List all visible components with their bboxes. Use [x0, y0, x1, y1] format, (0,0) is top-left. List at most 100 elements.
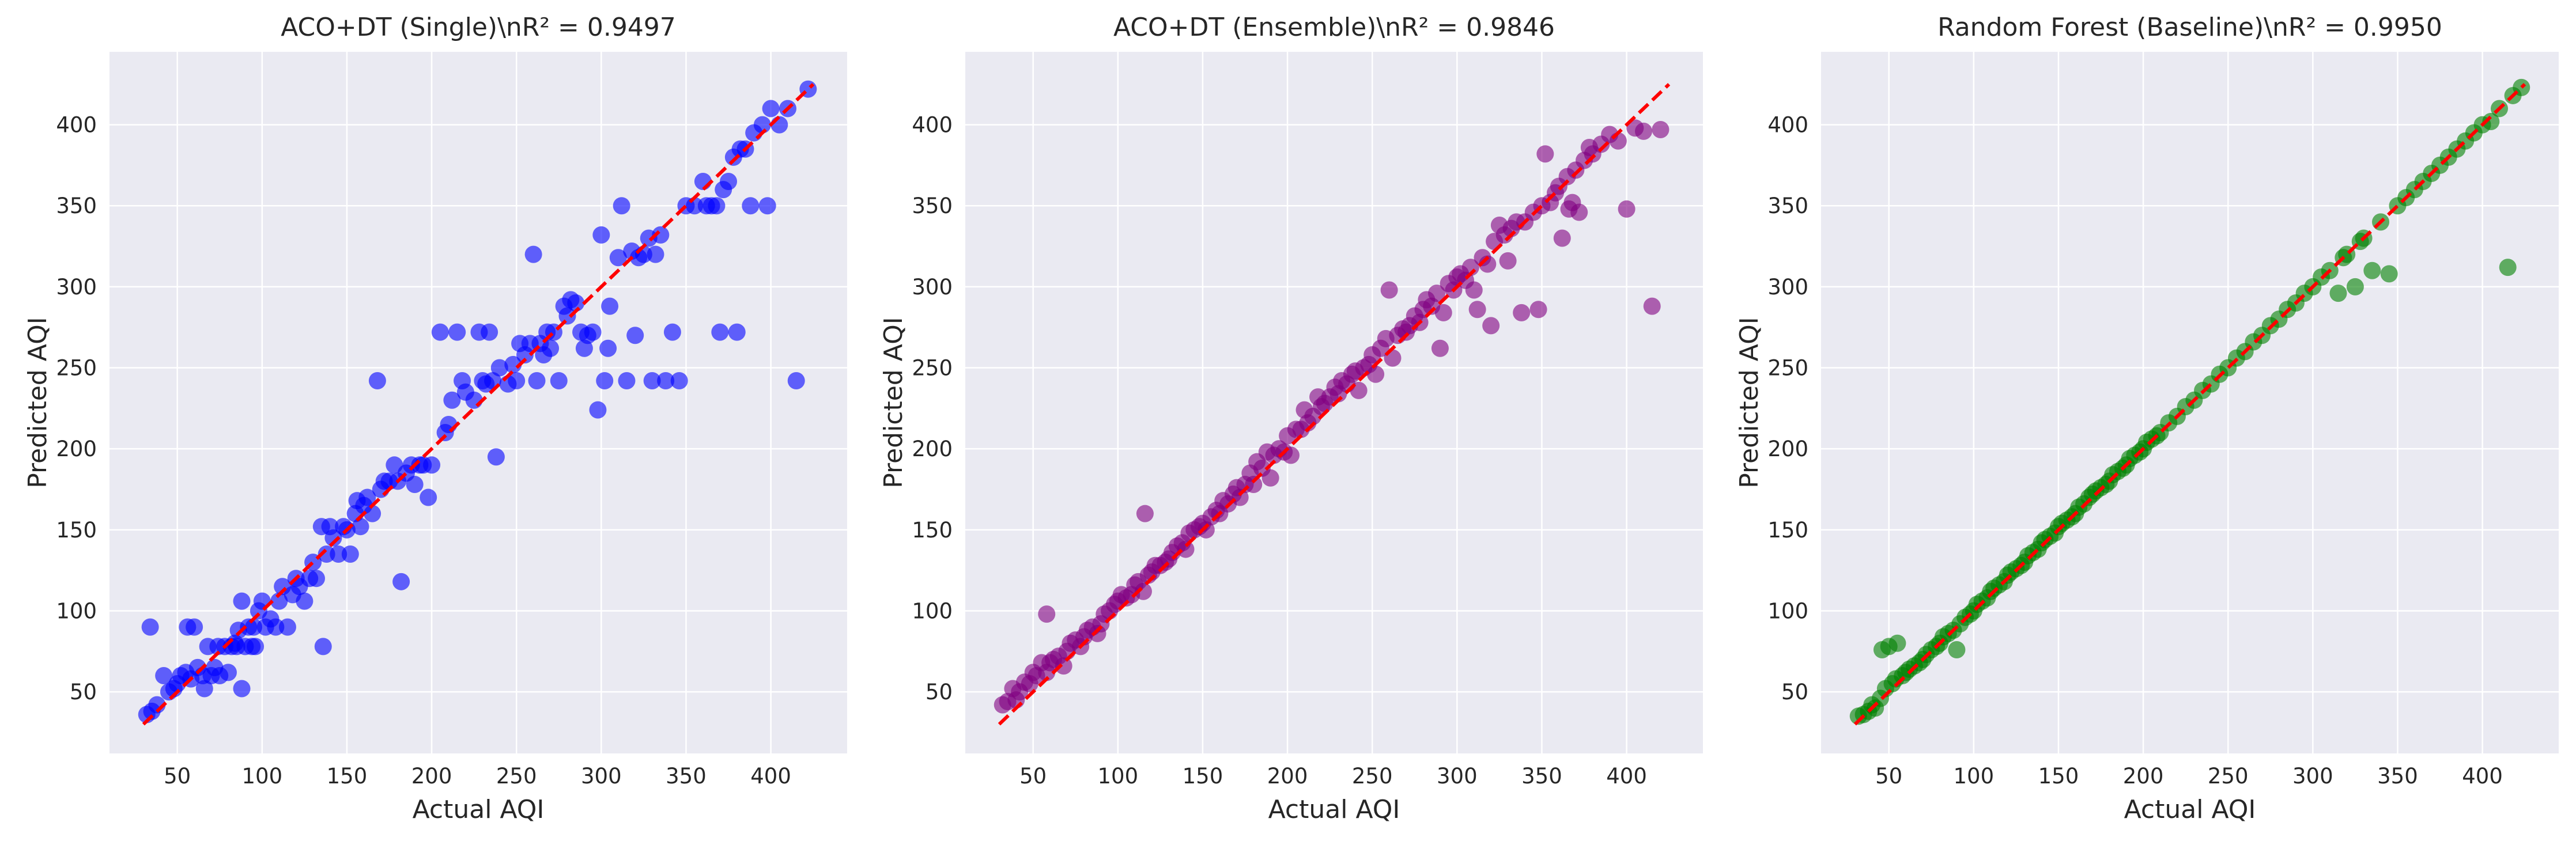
data-point [330, 545, 348, 563]
data-point [1038, 605, 1056, 623]
subplot-title: Random Forest (Baseline)\nR² = 0.9950 [1937, 13, 2442, 42]
data-point [270, 592, 288, 610]
data-point [324, 529, 342, 547]
data-point [307, 570, 325, 588]
data-point [1465, 281, 1483, 299]
x-tick-label: 350 [1521, 764, 1562, 789]
x-tick-label: 250 [2208, 764, 2249, 789]
data-point [1570, 203, 1588, 221]
x-tick-label: 150 [2038, 764, 2079, 789]
data-point [1499, 252, 1517, 270]
identity-line [142, 83, 815, 726]
data-point [431, 323, 449, 341]
data-point [2329, 285, 2347, 302]
data-point [1055, 657, 1072, 675]
data-point [2380, 265, 2398, 283]
x-tick-label: 200 [1267, 764, 1308, 789]
x-tick-label: 100 [1098, 764, 1139, 789]
x-tick-label: 250 [496, 764, 537, 789]
data-point [550, 372, 568, 390]
data-point [1513, 304, 1531, 321]
y-tick-label: 150 [1767, 518, 1808, 543]
data-point [368, 372, 386, 390]
y-tick-label: 300 [56, 275, 97, 300]
y-tick-label: 250 [1767, 356, 1808, 381]
data-point [1431, 339, 1449, 357]
data-point [596, 372, 614, 390]
data-point [504, 355, 522, 373]
y-tick-label: 100 [1767, 598, 1808, 623]
y-tick-label: 300 [912, 275, 953, 300]
data-point [1536, 145, 1554, 163]
x-tick-label: 300 [581, 764, 622, 789]
y-tick-label: 100 [912, 598, 953, 623]
data-point [1482, 317, 1500, 335]
data-point [613, 197, 630, 215]
y-tick-label: 200 [56, 437, 97, 461]
data-point [278, 618, 296, 636]
data-point [626, 327, 644, 344]
data-point [742, 197, 760, 215]
y-tick-label: 350 [912, 194, 953, 218]
data-point [1553, 229, 1571, 247]
data-point [1231, 488, 1249, 506]
data-point [1529, 301, 1547, 319]
data-point [584, 323, 602, 341]
x-tick-label: 350 [666, 764, 707, 789]
data-point [647, 245, 664, 263]
x-tick-label: 50 [164, 764, 191, 789]
x-tick-label: 150 [327, 764, 368, 789]
grid [1821, 52, 2559, 753]
data-point [2363, 262, 2381, 279]
data-point [1136, 505, 1154, 522]
data-point [314, 638, 332, 655]
data-point [1245, 476, 1263, 494]
subplot-aco-dt-ensemble: 50 100 150 200 250 300 350 400 50 100 150 200 250 30… [879, 13, 1703, 824]
subplot-title: ACO+DT (Single)\nR² = 0.9497 [281, 13, 676, 42]
data-point [233, 592, 251, 610]
data-point [657, 372, 675, 390]
x-tick-label: 350 [2377, 764, 2418, 789]
data-point [670, 372, 688, 390]
y-tick-label: 150 [912, 518, 953, 543]
data-point [1134, 582, 1152, 600]
identity-line [998, 83, 1671, 726]
x-tick-label: 300 [1437, 764, 1478, 789]
y-tick-labels: 50 100 150 200 250 300 350 400 [912, 113, 953, 705]
data-point [589, 401, 607, 419]
data-point [186, 618, 203, 636]
data-point [406, 476, 424, 494]
data-point [195, 680, 213, 698]
y-tick-label: 350 [56, 194, 97, 218]
data-point [1652, 121, 1670, 139]
data-point [542, 339, 560, 357]
x-tick-label: 200 [411, 764, 452, 789]
data-point [1434, 304, 1452, 321]
data-point [762, 100, 780, 118]
data-point [141, 618, 159, 636]
data-point [2499, 259, 2517, 276]
data-point [711, 323, 729, 341]
x-tick-label: 150 [1183, 764, 1223, 789]
data-point [2482, 112, 2500, 130]
data-point [481, 323, 498, 341]
scatter-points [994, 119, 1670, 714]
y-tick-label: 250 [56, 356, 97, 381]
x-axis-label: Actual AQI [2124, 795, 2256, 824]
y-tick-label: 350 [1767, 194, 1808, 218]
data-point [296, 592, 313, 610]
data-point [1428, 285, 1446, 302]
data-point [567, 294, 585, 312]
data-point [423, 456, 441, 474]
subplot-random-forest-baseline: 50 100 150 200 250 300 350 400 50 100 150 200 250 30… [1735, 13, 2559, 824]
data-point [708, 197, 726, 215]
y-axis-label: Predicted AQI [23, 317, 52, 488]
y-tick-label: 50 [1781, 680, 1808, 704]
subplot-aco-dt-single: 50 100 150 200 250 300 350 400 50 100 150 200 250 30… [23, 13, 847, 824]
data-point [528, 372, 546, 390]
data-point [1380, 281, 1398, 299]
data-point [318, 545, 335, 563]
data-point [352, 518, 369, 536]
